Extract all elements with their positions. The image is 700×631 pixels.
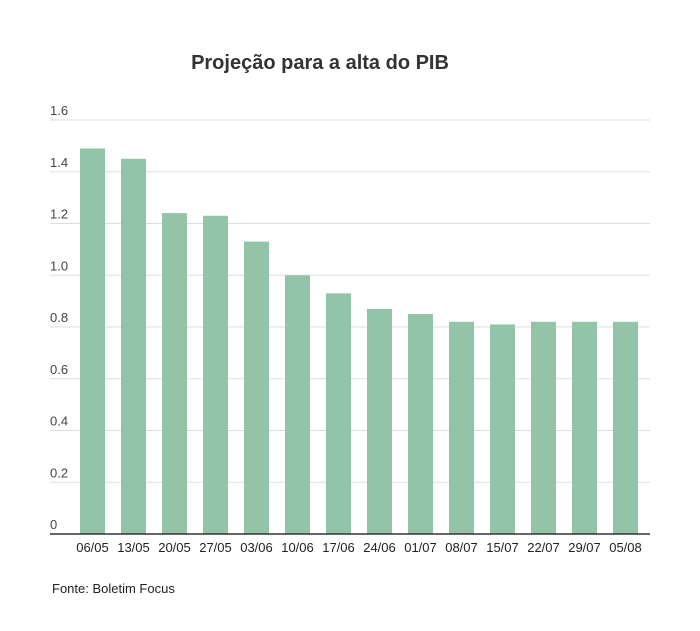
x-tick-label: 27/05 (199, 540, 232, 555)
bar-06-05 (80, 148, 105, 534)
x-tick-label: 05/08 (609, 540, 642, 555)
y-tick-label: 0.8 (50, 310, 68, 325)
bar-08-07 (449, 321, 474, 534)
y-tick-label: 0 (50, 517, 57, 532)
bar-20-05 (162, 213, 187, 534)
y-tick-label: 0.6 (50, 362, 68, 377)
x-tick-label: 15/07 (486, 540, 519, 555)
y-tick-label: 1.4 (50, 155, 68, 170)
x-tick-label: 17/06 (322, 540, 355, 555)
x-tick-label: 03/06 (240, 540, 273, 555)
bar-24-06 (367, 308, 392, 534)
chart-title: Projeção para a alta do PIB (191, 52, 449, 74)
bar-27-05 (203, 215, 228, 535)
bar-01-07 (408, 314, 433, 534)
y-tick-label: 0.2 (50, 465, 68, 480)
x-tick-label: 06/05 (76, 540, 109, 555)
bar-03-06 (244, 241, 269, 535)
x-tick-label: 08/07 (445, 540, 478, 555)
y-tick-label: 1.0 (50, 258, 68, 273)
y-tick-label: 1.6 (50, 103, 68, 118)
bars (80, 148, 638, 535)
bar-17-06 (326, 293, 351, 534)
bar-29-07 (572, 321, 597, 534)
y-tick-label: 1.2 (50, 207, 68, 222)
x-tick-label: 22/07 (527, 540, 560, 555)
x-tick-label: 24/06 (363, 540, 396, 555)
bar-10-06 (285, 275, 310, 534)
bar-05-08 (613, 321, 638, 534)
bar-15-07 (490, 324, 515, 534)
bar-13-05 (121, 158, 146, 534)
x-tick-label: 10/06 (281, 540, 314, 555)
y-tick-label: 0.4 (50, 414, 68, 429)
bar-22-07 (531, 321, 556, 534)
x-tick-label: 29/07 (568, 540, 601, 555)
x-tick-label: 13/05 (117, 540, 150, 555)
x-axis-ticks: 06/05 13/05 20/05 27/05 03/06 10/06 17/06 24/06… (76, 540, 642, 555)
source-note: Fonte: Boletim Focus (52, 581, 175, 596)
y-axis-ticks: 0 0.2 0.4 0.6 0.8 1.0 1.2 1.4 1.6 (50, 103, 68, 532)
x-tick-label: 01/07 (404, 540, 437, 555)
x-tick-label: 20/05 (158, 540, 191, 555)
